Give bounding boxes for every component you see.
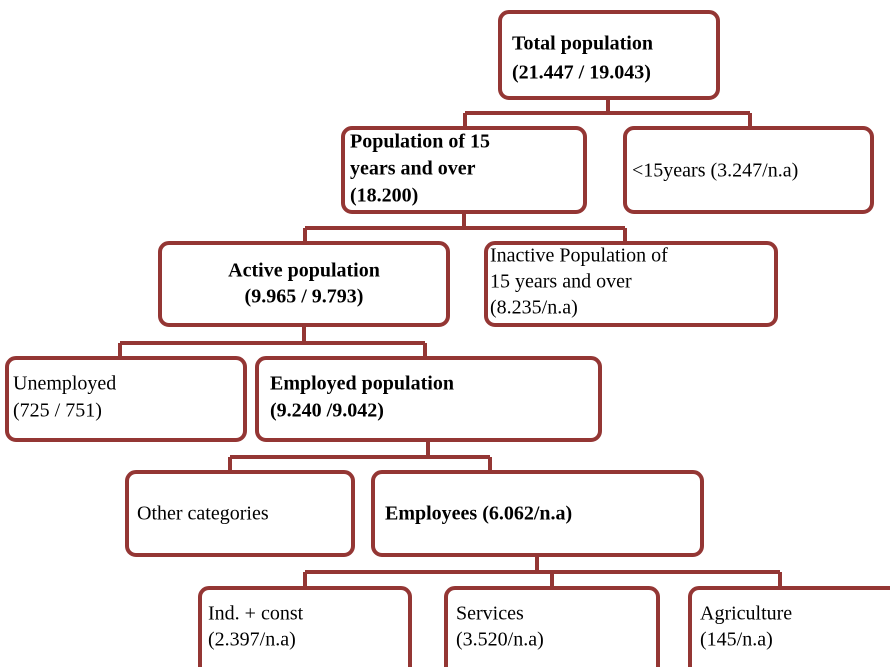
- node: Agriculture (145/n.a): [688, 586, 890, 667]
- node-box: [371, 470, 704, 557]
- node: Employees (6.062/n.a): [371, 470, 704, 557]
- node-label: (145/n.a): [700, 629, 773, 651]
- node-label: Inactive Population of: [490, 245, 668, 267]
- connector: [303, 212, 627, 243]
- connectors: [118, 98, 782, 588]
- node: <15years (3.247/n.a): [623, 126, 874, 214]
- node-label: (18.200): [350, 185, 418, 207]
- node: Unemployed (725 / 751): [5, 356, 247, 442]
- node-label: Other categories: [137, 503, 269, 525]
- node-label: (2.397/n.a): [208, 629, 296, 651]
- node: Total population (21.447 / 19.043): [498, 10, 720, 100]
- node: Ind. + const (2.397/n.a): [198, 586, 412, 667]
- node-label: (21.447 / 19.043): [512, 62, 651, 84]
- node-label: (9.965 / 9.793): [245, 286, 364, 308]
- node-box: [484, 241, 778, 327]
- node-label: (9.240 /9.042): [270, 400, 384, 422]
- node-label: (3.520/n.a): [456, 629, 544, 651]
- node-box: [341, 126, 587, 214]
- node-box: [444, 586, 660, 667]
- node-box: [198, 586, 412, 667]
- connector: [228, 440, 492, 472]
- node-label: Population of 15: [350, 131, 490, 153]
- node-box: [125, 470, 355, 557]
- node-label: Agriculture: [700, 603, 792, 625]
- connector: [463, 98, 752, 128]
- node: Active population (9.965 / 9.793): [158, 241, 450, 327]
- node-label: Total population: [512, 33, 653, 55]
- node-label: <15years (3.247/n.a): [632, 160, 798, 182]
- node-label: Unemployed: [13, 373, 116, 395]
- node-box: [688, 586, 890, 667]
- node-label: Active population: [228, 260, 380, 282]
- node: Employed population (9.240 /9.042): [255, 356, 602, 442]
- node-label: Ind. + const: [208, 603, 304, 625]
- node-label: 15 years and over: [490, 271, 632, 293]
- node-box: [158, 241, 450, 327]
- node-label: years and over: [350, 158, 476, 180]
- node: Population of 15 years and over (18.200): [341, 126, 587, 214]
- node-label: (8.235/n.a): [490, 297, 578, 319]
- node-label: (725 / 751): [13, 400, 102, 422]
- node-box: [5, 356, 247, 442]
- connector: [118, 325, 427, 358]
- node: Services (3.520/n.a): [444, 586, 660, 667]
- node-box: [498, 10, 720, 100]
- node-box: [255, 356, 602, 442]
- node-box: [623, 126, 874, 214]
- node-label: Employees (6.062/n.a): [385, 503, 572, 525]
- node: Other categories: [125, 470, 355, 557]
- connector: [303, 555, 782, 588]
- node: Inactive Population of 15 years and over (…: [484, 241, 778, 327]
- node-label: Services: [456, 603, 524, 625]
- node-label: Employed population: [270, 373, 454, 395]
